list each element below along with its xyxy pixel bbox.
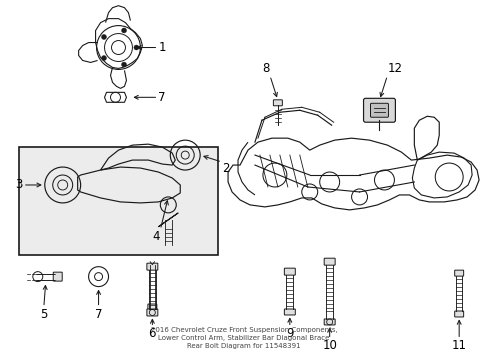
Text: 8: 8 <box>262 62 269 75</box>
Circle shape <box>122 28 126 33</box>
Text: 6: 6 <box>148 328 156 341</box>
FancyBboxPatch shape <box>454 270 463 276</box>
FancyBboxPatch shape <box>324 258 334 265</box>
Text: 5: 5 <box>40 307 47 320</box>
Text: 1: 1 <box>158 41 165 54</box>
Text: 7: 7 <box>158 91 165 104</box>
FancyBboxPatch shape <box>146 309 158 316</box>
Circle shape <box>102 35 106 40</box>
FancyBboxPatch shape <box>147 304 157 310</box>
FancyBboxPatch shape <box>53 272 62 281</box>
FancyBboxPatch shape <box>146 263 158 270</box>
Text: 4: 4 <box>153 230 160 243</box>
Text: 9: 9 <box>285 328 293 341</box>
FancyBboxPatch shape <box>324 319 334 325</box>
FancyBboxPatch shape <box>370 103 387 117</box>
FancyBboxPatch shape <box>284 309 295 315</box>
Text: 2: 2 <box>222 162 229 175</box>
Bar <box>19 147 218 255</box>
Circle shape <box>102 55 106 60</box>
Text: 11: 11 <box>451 339 466 352</box>
FancyBboxPatch shape <box>273 100 282 106</box>
Circle shape <box>134 45 139 50</box>
FancyBboxPatch shape <box>284 268 295 275</box>
Text: 2016 Chevrolet Cruze Front Suspension Components,
Lower Control Arm, Stabilizer : 2016 Chevrolet Cruze Front Suspension Co… <box>150 327 337 349</box>
Text: 3: 3 <box>16 179 23 192</box>
FancyBboxPatch shape <box>363 98 395 122</box>
Text: 12: 12 <box>386 62 402 75</box>
FancyBboxPatch shape <box>454 311 463 317</box>
Text: 10: 10 <box>322 339 336 352</box>
Text: 7: 7 <box>95 307 102 320</box>
Circle shape <box>122 62 126 67</box>
